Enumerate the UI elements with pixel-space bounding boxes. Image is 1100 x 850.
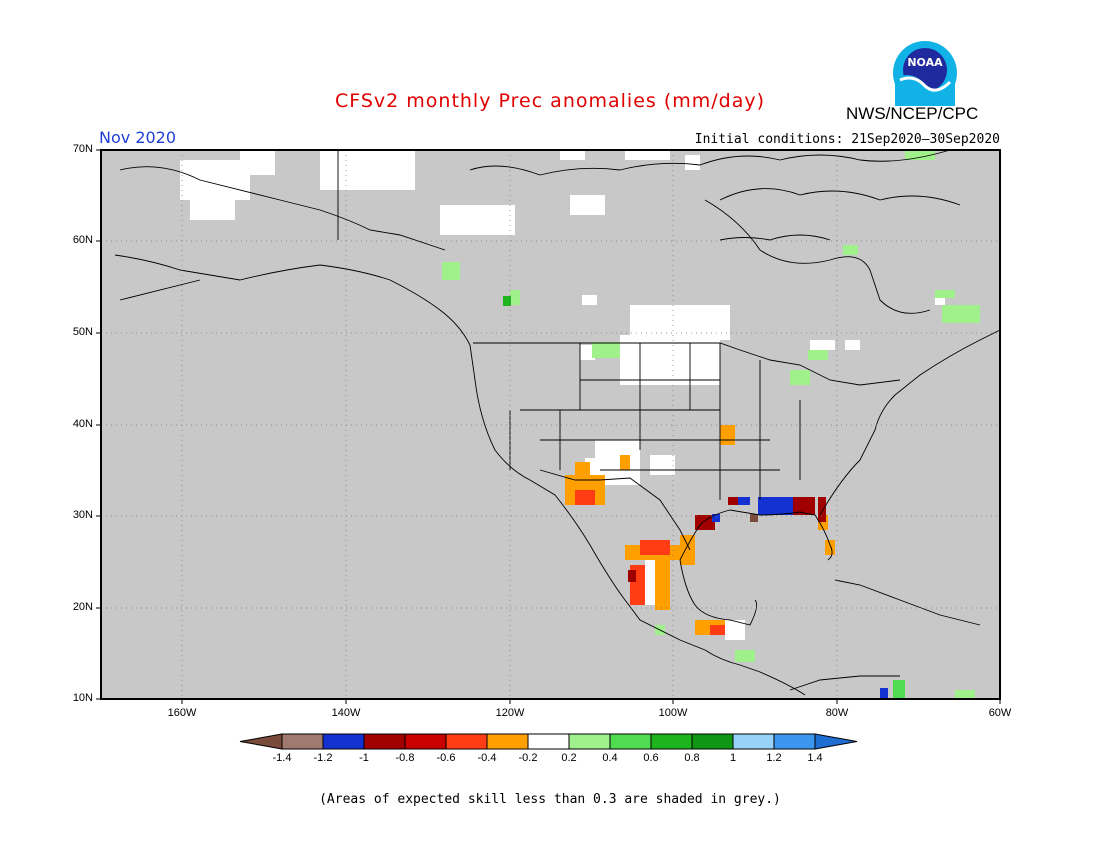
agency-label: NWS/NCEP/CPC bbox=[846, 104, 979, 123]
colorbar-tick-label: -1.4 bbox=[272, 752, 292, 764]
lat-label-10n: 10N bbox=[72, 692, 93, 704]
lat-label-60n: 60N bbox=[72, 234, 93, 246]
colorbar-tick-label: -0.6 bbox=[436, 752, 456, 764]
svg-text:NOAA: NOAA bbox=[907, 56, 943, 69]
lat-label-70n: 70N bbox=[72, 143, 93, 155]
colorbar-tick-label: 0.6 bbox=[643, 752, 659, 764]
colorbar-swatch bbox=[568, 733, 611, 750]
chart-title: CFSv2 monthly Prec anomalies (mm/day) bbox=[334, 90, 766, 112]
colorbar-swatch bbox=[445, 733, 488, 750]
colorbar-tick-label: -0.2 bbox=[518, 752, 538, 764]
skill-note: (Areas of expected skill less than 0.3 a… bbox=[319, 792, 781, 807]
lat-label-20n: 20N bbox=[72, 601, 93, 613]
colorbar-tick-label: 1 bbox=[729, 752, 737, 764]
lat-label-30n: 30N bbox=[72, 509, 93, 521]
colorbar-tick-label: 0.4 bbox=[602, 752, 618, 764]
colorbar-swatch bbox=[527, 733, 570, 750]
colorbar-swatch bbox=[322, 733, 365, 750]
lon-label-140w: 140W bbox=[331, 707, 361, 719]
colorbar-swatch bbox=[650, 733, 693, 750]
colorbar-swatch bbox=[486, 733, 529, 750]
initial-conditions: Initial conditions: 21Sep2020–30Sep2020 bbox=[694, 132, 1000, 147]
lon-label-120w: 120W bbox=[495, 707, 525, 719]
noaa-logo-icon: NOAA bbox=[893, 41, 957, 106]
colorbar bbox=[239, 733, 858, 750]
colorbar-right-arrow bbox=[814, 733, 858, 750]
lon-label-60w: 60W bbox=[988, 707, 1012, 719]
coastlines bbox=[114, 149, 1001, 696]
colorbar-swatch bbox=[773, 733, 816, 750]
colorbar-tick-label: -0.8 bbox=[395, 752, 415, 764]
colorbar-tick-label: 1.4 bbox=[807, 752, 823, 764]
colorbar-left-arrow bbox=[239, 733, 283, 750]
lon-label-100w: 100W bbox=[658, 707, 688, 719]
lon-label-160w: 160W bbox=[167, 707, 197, 719]
lat-label-50n: 50N bbox=[72, 326, 93, 338]
colorbar-swatch bbox=[404, 733, 447, 750]
forecast-month: Nov 2020 bbox=[99, 128, 177, 147]
blue-anomaly-patches bbox=[712, 497, 888, 698]
colorbar-tick-label: 0.8 bbox=[684, 752, 700, 764]
colorbar-swatch bbox=[691, 733, 734, 750]
red-anomaly-patches bbox=[575, 490, 725, 635]
colorbar-tick-label: -0.4 bbox=[477, 752, 497, 764]
colorbar-swatch bbox=[609, 733, 652, 750]
colorbar-tick-label: -1.2 bbox=[313, 752, 333, 764]
green-anomaly-patches bbox=[442, 150, 980, 698]
colorbar-swatch bbox=[281, 733, 324, 750]
lat-label-40n: 40N bbox=[72, 418, 93, 430]
colorbar-swatch bbox=[732, 733, 775, 750]
skill-mask-background bbox=[101, 150, 1000, 699]
colorbar-tick-label: -1 bbox=[359, 752, 369, 764]
colorbar-tick-label: 1.2 bbox=[766, 752, 782, 764]
lon-label-80w: 80W bbox=[825, 707, 849, 719]
political-borders bbox=[337, 150, 901, 551]
colorbar-swatch bbox=[363, 733, 406, 750]
colorbar-tick-label: 0.2 bbox=[561, 752, 577, 764]
